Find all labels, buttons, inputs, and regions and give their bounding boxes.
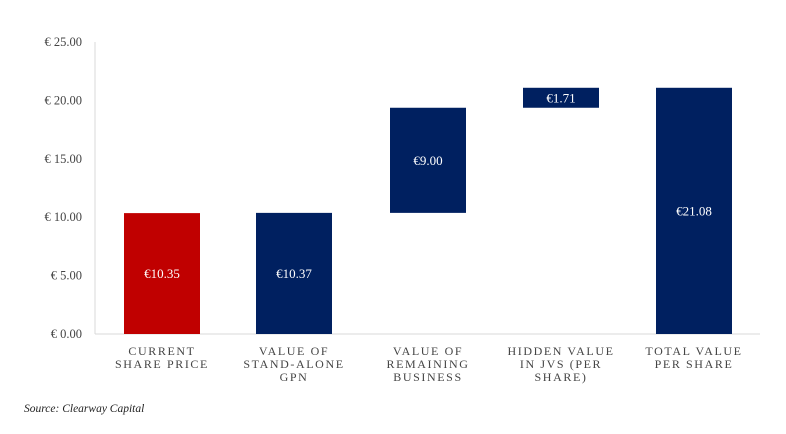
category-label: SHARE PRICE — [115, 357, 209, 371]
y-tick-label: € 25.00 — [45, 35, 83, 49]
bar-data-label: €1.71 — [546, 90, 575, 105]
bar — [656, 87, 732, 334]
y-tick-label: € 20.00 — [45, 93, 83, 107]
category-label: IN JVS (PER — [520, 357, 602, 371]
category-label: PER SHARE — [655, 357, 734, 371]
bar-data-label: €10.37 — [276, 266, 312, 281]
bar — [523, 87, 599, 108]
bar — [390, 107, 466, 213]
category-label: STAND-ALONE — [243, 357, 344, 371]
bars-group — [124, 87, 732, 334]
category-label: SHARE) — [535, 370, 588, 384]
category-label: TOTAL VALUE — [645, 344, 742, 358]
category-label: VALUE OF — [393, 344, 463, 358]
category-label: CURRENT — [128, 344, 195, 358]
category-label: VALUE OF — [259, 344, 329, 358]
y-tick-label: € 0.00 — [51, 327, 82, 341]
category-label: BUSINESS — [393, 370, 462, 384]
bar — [256, 212, 332, 334]
y-axis-ticks: € 0.00 € 5.00 € 10.00 € 15.00 € 20.00 € 25.00 — [45, 35, 83, 341]
category-label: GPN — [280, 370, 309, 384]
y-tick-label: € 10.00 — [45, 210, 83, 224]
y-tick-label: € 5.00 — [51, 269, 82, 283]
y-tick-label: € 15.00 — [45, 152, 83, 166]
bar-data-label: €10.35 — [144, 266, 180, 281]
data-labels-group: €10.35 €10.37 €9.00 €1.71 €21.08 — [144, 90, 712, 281]
category-label: HIDDEN VALUE — [507, 344, 614, 358]
bar-data-label: €9.00 — [413, 153, 442, 168]
bar — [124, 213, 200, 334]
source-note: Source: Clearway Capital — [24, 403, 145, 415]
bar-data-label: €21.08 — [676, 203, 712, 218]
category-label: REMAINING — [386, 357, 469, 371]
